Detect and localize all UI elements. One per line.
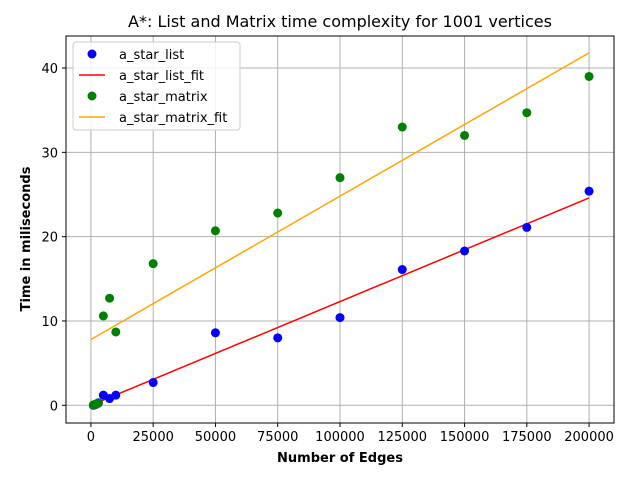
point-a_star_matrix <box>335 173 345 183</box>
point-a_star_matrix <box>111 327 121 337</box>
point-a_star_matrix <box>105 293 115 303</box>
chart-title: A*: List and Matrix time complexity for … <box>128 12 552 31</box>
grid <box>66 36 614 423</box>
x-tick-label: 0 <box>87 430 95 445</box>
x-tick-label: 75000 <box>257 430 298 445</box>
point-a_star_matrix <box>98 311 108 321</box>
x-tick-label: 100000 <box>315 430 365 445</box>
point-a_star_list <box>148 378 158 388</box>
point-a_star_matrix <box>397 122 407 132</box>
point-a_star_matrix <box>210 226 220 236</box>
point-a_star_list <box>584 186 594 196</box>
point-a_star_matrix <box>273 208 283 218</box>
ticks: 0 25000 50000 75000 100000 125000 150000 175000… <box>41 62 613 445</box>
x-tick-label: 25000 <box>133 430 174 445</box>
point-a_star_list <box>522 222 532 232</box>
legend-label-a_star_matrix_fit: a_star_matrix_fit <box>119 111 227 126</box>
x-tick-label: 50000 <box>195 430 236 445</box>
fit-line-a_star_matrix_fit <box>90 52 590 341</box>
fit-line-a_star_list_fit <box>90 197 590 406</box>
point-a_star_matrix <box>584 71 594 81</box>
x-tick-label: 200000 <box>564 430 614 445</box>
y-axis-label: Time in miliseconds <box>19 166 34 311</box>
legend-box <box>72 41 241 131</box>
x-tick-label: 150000 <box>440 430 490 445</box>
legend-marker-a_star_matrix <box>87 91 97 101</box>
point-a_star_list <box>335 313 345 323</box>
legend-marker-a_star_list <box>87 49 97 59</box>
y-tick-label: 0 <box>50 399 58 414</box>
point-a_star_list <box>210 328 220 338</box>
point-a_star_matrix <box>460 130 470 140</box>
y-tick-label: 40 <box>41 62 58 77</box>
x-tick-label: 175000 <box>502 430 552 445</box>
y-tick-label: 30 <box>41 146 58 161</box>
point-a_star_list <box>273 333 283 343</box>
y-tick-label: 20 <box>41 231 58 246</box>
legend: a_star_list a_star_list_fit a_star_matrixa… <box>72 41 241 131</box>
point-a_star_matrix <box>522 108 532 118</box>
x-tick-label: 125000 <box>377 430 427 445</box>
point-a_star_matrix <box>148 259 158 269</box>
legend-label-a_star_list: a_star_list <box>119 48 184 63</box>
point-a_star_matrix <box>93 398 103 408</box>
plot-data <box>88 52 594 410</box>
point-a_star_list <box>111 390 121 400</box>
legend-label-a_star_list_fit: a_star_list_fit <box>119 69 204 84</box>
point-a_star_list <box>460 246 470 256</box>
x-axis-label: Number of Edges <box>277 451 403 466</box>
point-a_star_list <box>397 265 407 275</box>
y-tick-label: 10 <box>41 315 58 330</box>
legend-label-a_star_matrix: a_star_matrix <box>119 90 208 105</box>
